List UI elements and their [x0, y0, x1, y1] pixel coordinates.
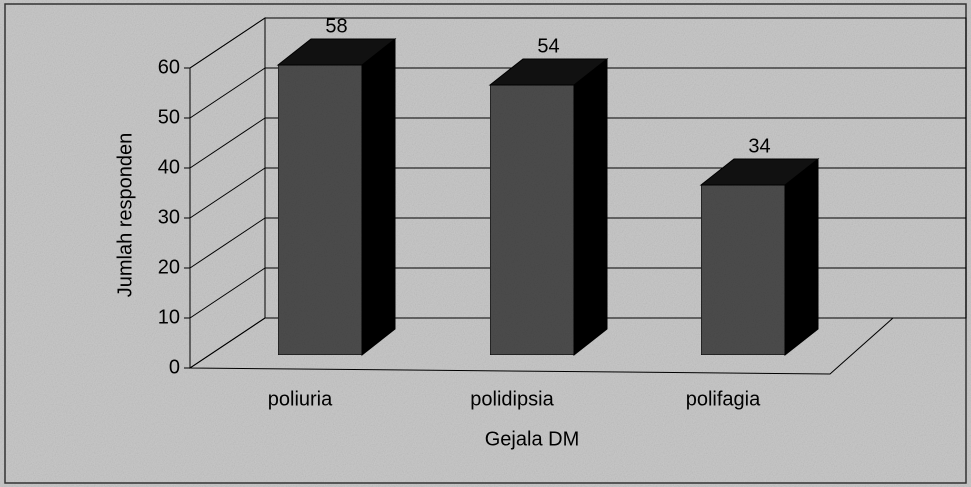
y-tick-label: 30 [158, 206, 180, 228]
grid-line [189, 317, 266, 369]
grid-line [189, 17, 266, 69]
bar-front [277, 64, 363, 356]
value-label: 54 [537, 35, 559, 57]
grid-line [189, 267, 266, 319]
y-tick-label: 50 [158, 106, 180, 128]
y-tick-label: 60 [158, 56, 180, 78]
bar-front [700, 184, 786, 356]
bar [699, 157, 820, 357]
grid-line [189, 117, 266, 169]
y-tick-label: 10 [158, 306, 180, 328]
grid-line [189, 67, 266, 119]
y-axis-title: Jumlah responden [114, 133, 136, 298]
y-tick-label: 20 [158, 256, 180, 278]
x-tick-label: polidipsia [470, 388, 554, 410]
grid-line [189, 167, 266, 219]
x-axis-title: Gejala DM [485, 428, 579, 450]
bar-front [489, 84, 575, 356]
value-label: 58 [325, 15, 347, 37]
value-label: 34 [748, 135, 770, 157]
bar-side [361, 37, 396, 357]
grid-line [189, 217, 266, 269]
bar [276, 37, 397, 357]
bar-side [784, 157, 819, 357]
bar-side [573, 57, 608, 357]
x-tick-label: polifagia [686, 388, 761, 410]
y-tick-label: 40 [158, 156, 180, 178]
x-tick-label: poliuria [268, 388, 333, 410]
y-tick-label: 0 [169, 356, 180, 378]
bar [488, 57, 609, 357]
